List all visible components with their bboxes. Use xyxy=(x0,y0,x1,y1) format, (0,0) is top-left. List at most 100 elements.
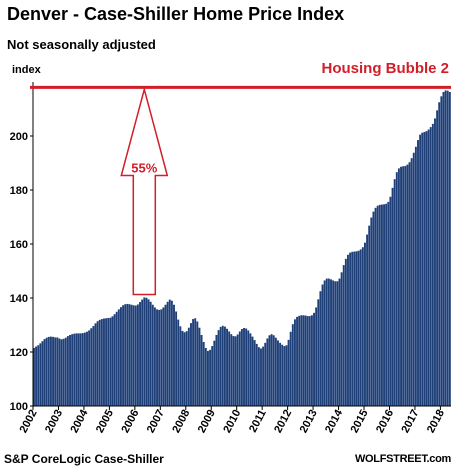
bar xyxy=(429,127,432,406)
bar xyxy=(94,323,97,406)
bar xyxy=(389,196,392,406)
bar xyxy=(408,162,411,406)
bar xyxy=(304,315,307,406)
bar xyxy=(448,91,451,407)
x-tick-label: 2009 xyxy=(196,408,218,435)
y-tick-label: 200 xyxy=(10,131,28,143)
bar xyxy=(215,334,218,406)
bar xyxy=(438,102,441,406)
bar xyxy=(160,309,163,406)
y-axis-label: index xyxy=(12,64,41,76)
bar xyxy=(417,140,419,407)
bar xyxy=(298,315,301,406)
y-tick-label: 160 xyxy=(10,239,28,251)
bar xyxy=(52,336,55,406)
x-tick-label: 2008 xyxy=(170,408,192,435)
bar xyxy=(264,342,267,406)
bar xyxy=(372,211,375,406)
bar xyxy=(86,331,88,406)
bar xyxy=(158,309,161,406)
bar xyxy=(249,333,252,406)
bar xyxy=(240,329,243,406)
x-tick-label: 2005 xyxy=(94,408,116,435)
bar xyxy=(66,336,69,406)
bar xyxy=(132,305,135,406)
x-tick-label: 2014 xyxy=(323,407,345,435)
bar xyxy=(370,217,373,406)
bar xyxy=(128,304,131,406)
bar xyxy=(232,336,235,406)
bar xyxy=(103,318,105,406)
bar xyxy=(56,337,59,406)
bar xyxy=(156,309,158,406)
bar xyxy=(255,343,258,406)
bar xyxy=(196,321,199,406)
bar xyxy=(243,327,245,406)
bar xyxy=(368,225,371,406)
bar xyxy=(168,299,171,406)
bar xyxy=(236,334,239,406)
bar xyxy=(419,134,422,406)
bar xyxy=(143,297,146,406)
bar xyxy=(338,278,341,406)
bar xyxy=(43,339,46,406)
bar xyxy=(281,344,284,406)
x-tick-label: 2011 xyxy=(247,408,269,435)
bar xyxy=(77,333,80,406)
bar xyxy=(153,307,156,406)
x-tick-label: 2018 xyxy=(425,408,447,435)
bar xyxy=(289,331,292,406)
brand-label: WOLFSTREET.com xyxy=(354,453,451,465)
bar xyxy=(139,302,141,406)
bar xyxy=(444,90,447,407)
x-tick-label: 2006 xyxy=(119,408,141,435)
source-credit: S&P CoreLogic Case-Shiller xyxy=(4,452,164,466)
bar xyxy=(436,110,439,406)
bar xyxy=(151,304,154,406)
bar xyxy=(391,187,394,406)
bar xyxy=(397,168,400,406)
bar xyxy=(88,330,91,406)
bar xyxy=(69,334,71,406)
bar xyxy=(376,205,379,406)
bar xyxy=(251,336,254,406)
bar xyxy=(39,343,42,406)
bar xyxy=(317,299,320,406)
x-tick-label: 2004 xyxy=(68,407,90,435)
bar xyxy=(385,203,388,406)
bar xyxy=(64,337,67,406)
bar xyxy=(228,331,231,406)
bar xyxy=(164,304,167,406)
bar xyxy=(342,265,345,406)
bar xyxy=(327,278,330,406)
bar xyxy=(414,146,417,407)
bar xyxy=(226,328,228,406)
bar xyxy=(134,305,137,406)
bar xyxy=(217,330,220,406)
bar xyxy=(387,201,390,406)
bar xyxy=(33,347,35,406)
bar-series xyxy=(33,90,451,407)
bar xyxy=(400,166,402,406)
bar xyxy=(204,347,207,406)
bar xyxy=(361,247,364,406)
bar xyxy=(90,328,93,406)
y-axis: 100 120 140 160 180 200 xyxy=(10,82,34,413)
bar xyxy=(175,311,178,406)
bar xyxy=(340,272,343,406)
bar xyxy=(54,337,57,406)
bar xyxy=(353,251,356,406)
bar xyxy=(47,336,50,406)
bar xyxy=(173,304,175,406)
bar xyxy=(266,338,269,406)
bar xyxy=(92,326,95,406)
bar xyxy=(126,303,129,406)
bar xyxy=(209,349,212,406)
bar xyxy=(58,338,61,406)
bar xyxy=(111,316,114,406)
bar xyxy=(351,251,354,406)
bar xyxy=(41,341,44,406)
bar xyxy=(238,331,241,406)
bar xyxy=(62,338,65,406)
bar xyxy=(421,132,424,406)
